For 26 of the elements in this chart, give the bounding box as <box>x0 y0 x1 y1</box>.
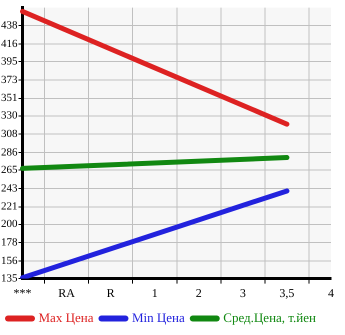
legend-label: Max Цена <box>38 310 94 325</box>
x-tick-label: 1 <box>152 286 158 300</box>
y-tick-label: 221 <box>1 200 18 213</box>
x-tick-label: 2 <box>196 286 202 300</box>
x-tick-label: RA <box>58 286 76 300</box>
x-tick-label: 4 <box>328 286 334 300</box>
x-tick-label: R <box>106 286 115 300</box>
y-tick-label: 416 <box>1 38 18 50</box>
y-tick-label: 395 <box>1 55 18 68</box>
y-tick-label: 156 <box>1 254 18 267</box>
y-tick-label: 351 <box>1 92 18 104</box>
y-tick-label: 330 <box>1 110 18 122</box>
y-tick-label: 265 <box>1 164 18 176</box>
x-tick-label: 3 <box>240 286 246 300</box>
y-tick-label: 178 <box>1 236 18 249</box>
y-tick-label: 200 <box>1 218 18 230</box>
y-tick-label: 135 <box>1 272 18 284</box>
legend-label: Min Цена <box>132 310 185 325</box>
y-tick-label: 243 <box>1 182 18 194</box>
x-tick-label: 3,5 <box>279 286 294 300</box>
x-tick-label: *** <box>14 286 32 300</box>
y-tick-label: 438 <box>1 20 18 32</box>
y-tick-label: 373 <box>1 74 18 86</box>
y-tick-label: 286 <box>1 146 18 158</box>
y-tick-label: 308 <box>1 128 18 140</box>
legend-label: Сред.Цена, т.йен <box>223 310 316 325</box>
